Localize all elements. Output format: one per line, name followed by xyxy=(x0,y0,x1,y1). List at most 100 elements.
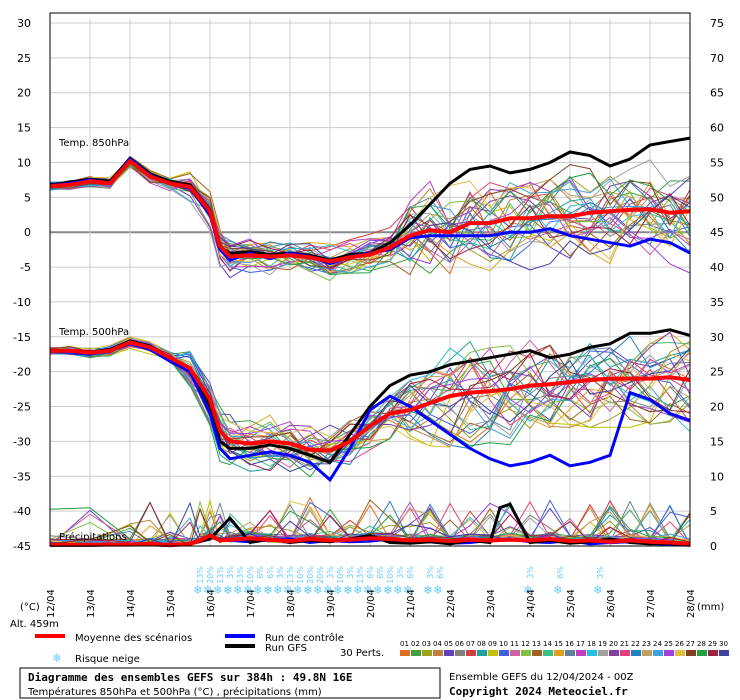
left-tick-label: -5 xyxy=(20,261,31,274)
pert-legend-swatch xyxy=(642,650,652,656)
pert-legend-swatch xyxy=(433,650,443,656)
snowflake-icon: ❄ xyxy=(343,583,352,598)
pert-legend-number: 12 xyxy=(521,640,530,648)
snowflake-icon: ❄ xyxy=(593,583,602,598)
right-tick-label: 5 xyxy=(710,505,717,518)
snowflake-icon: ❄ xyxy=(383,583,392,598)
date-tick-label: 26/04 xyxy=(606,589,617,618)
pert-legend-swatch xyxy=(576,650,586,656)
series-line-t500 xyxy=(49,342,691,483)
main-series xyxy=(49,136,691,548)
pert-line-t500 xyxy=(49,340,691,472)
pert-legend-swatch xyxy=(488,650,498,656)
snow-risk-percent: 20% xyxy=(306,566,315,584)
left-unit: (°C) xyxy=(20,602,40,613)
snow-risk-percent: 10% xyxy=(296,566,305,584)
snowflake-icon: ❄ xyxy=(553,583,562,598)
pert-legend-number: 28 xyxy=(697,640,706,648)
pert-legend-number: 20 xyxy=(609,640,618,648)
snowflake-icon: ❄ xyxy=(263,583,272,598)
altitude-label: Alt. 459m xyxy=(10,619,59,630)
snowflake-icon: ❄ xyxy=(193,583,202,598)
pert-legend-number: 01 xyxy=(400,640,409,648)
pert-legend-number: 09 xyxy=(488,640,497,648)
snowflake-icon: ❄ xyxy=(523,583,532,598)
pert-legend-swatch xyxy=(499,650,509,656)
right-tick-label: 35 xyxy=(710,296,724,309)
label-precip: Précipitations xyxy=(59,531,127,543)
pert-legend-number: 11 xyxy=(510,640,519,648)
snowflake-icon: ❄ xyxy=(223,583,232,598)
snowflake-icon: ❄ xyxy=(203,583,212,598)
pert-legend-number: 27 xyxy=(686,640,695,648)
snow-risk-percent: 6% xyxy=(266,566,275,579)
chart-subtitle: Températures 850hPa et 500hPa (°C) , pré… xyxy=(27,686,322,698)
right-tick-label: 45 xyxy=(710,226,724,239)
right-tick-label: 10 xyxy=(710,470,724,483)
date-tick-label: 25/04 xyxy=(566,589,577,618)
snowflake-icon: ❄ xyxy=(423,583,432,598)
pert-line-t850 xyxy=(49,165,691,268)
snow-risk-row: 13%❄20%❄13%❄3%❄13%❄10%❄6%❄6%❄3%❄13%❄10%❄… xyxy=(193,566,605,598)
pert-legend-number: 22 xyxy=(631,640,640,648)
date-tick-label: 14/04 xyxy=(126,589,137,618)
date-tick-label: 17/04 xyxy=(246,589,257,618)
pert-legend-number: 17 xyxy=(576,640,585,648)
snowflake-icon: ❄ xyxy=(273,583,282,598)
run-label: Ensemble GEFS du 12/04/2024 - 00Z xyxy=(449,672,634,683)
snowflake-icon: ❄ xyxy=(393,583,402,598)
pert-legend-swatch xyxy=(719,650,729,656)
snow-risk-percent: 13% xyxy=(286,566,295,584)
pert-legend-swatch xyxy=(565,650,575,656)
right-tick-label: 70 xyxy=(710,52,724,65)
pert-line-t850 xyxy=(49,155,691,276)
series-line-precip xyxy=(50,533,691,548)
snowflake-icon: ❄ xyxy=(333,583,342,598)
right-tick-label: 30 xyxy=(710,331,724,344)
chart-title: Diagramme des ensembles GEFS sur 384h : … xyxy=(28,671,353,684)
pert-legend-number: 23 xyxy=(642,640,651,648)
snow-risk-percent: 3% xyxy=(426,566,435,579)
label-t850: Temp. 850hPa xyxy=(58,138,129,149)
pert-legend-swatch xyxy=(510,650,520,656)
left-tick-label: 25 xyxy=(17,52,31,65)
right-tick-label: 0 xyxy=(710,540,717,553)
left-tick-label: 20 xyxy=(17,87,31,100)
snowflake-icon: ❄ xyxy=(353,583,362,598)
right-tick-label: 15 xyxy=(710,435,724,448)
series-line-t500 xyxy=(50,340,691,453)
snow-risk-percent: 6% xyxy=(436,566,445,579)
left-tick-label: -25 xyxy=(13,401,31,414)
date-tick-label: 28/04 xyxy=(686,589,697,618)
right-tick-label: 25 xyxy=(710,366,724,379)
pert-legend-number: 08 xyxy=(477,640,486,648)
pert-legend-number: 19 xyxy=(598,640,607,648)
pert-legend-number: 13 xyxy=(532,640,541,648)
snow-risk-percent: 3% xyxy=(346,566,355,579)
pert-legend-swatch xyxy=(532,650,542,656)
pert-legend-swatch xyxy=(598,650,608,656)
date-tick-label: 15/04 xyxy=(166,589,177,618)
pert-line-precip xyxy=(49,500,691,547)
pert-legend-number: 16 xyxy=(565,640,574,648)
left-tick-label: -35 xyxy=(13,470,31,483)
pert-legend-swatch xyxy=(455,650,465,656)
pert-legend-swatch xyxy=(477,650,487,656)
snow-risk-percent: 3% xyxy=(596,566,605,579)
pert-legend-number: 25 xyxy=(664,640,673,648)
pert-legend-number: 05 xyxy=(444,640,453,648)
date-tick-label: 13/04 xyxy=(86,589,97,618)
pert-legend-swatch xyxy=(554,650,564,656)
pert-legend-number: 15 xyxy=(554,640,563,648)
snowflake-icon: ❄ xyxy=(233,583,242,598)
snow-risk-percent: 6% xyxy=(556,566,565,579)
snow-risk-percent: 3% xyxy=(326,566,335,579)
right-tick-label: 65 xyxy=(710,87,724,100)
pert-legend-swatch xyxy=(686,650,696,656)
pert-legend-number: 26 xyxy=(675,640,684,648)
series-line-t850 xyxy=(49,158,691,264)
pert-legend-number: 02 xyxy=(411,640,420,648)
pert-legend-number: 04 xyxy=(433,640,442,648)
legend-perts-label: 30 Perts. xyxy=(340,648,384,659)
